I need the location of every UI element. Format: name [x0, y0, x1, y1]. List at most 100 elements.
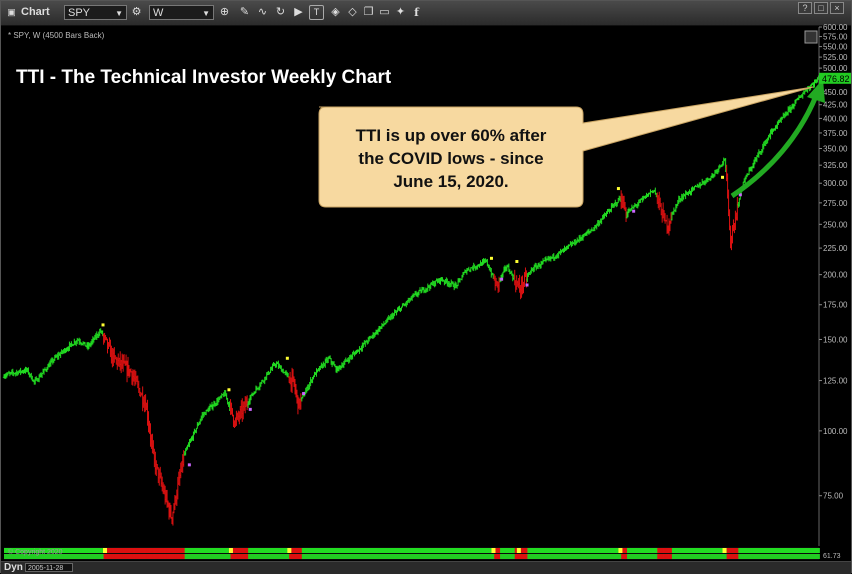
indicator-cell — [448, 554, 450, 559]
indicator-cell — [538, 548, 540, 553]
indicator-cell — [356, 554, 358, 559]
indicator-cell — [326, 548, 328, 553]
twitter-icon[interactable]: ✦ — [395, 6, 406, 18]
indicator-cell — [307, 548, 310, 553]
indicator-cell — [658, 554, 660, 559]
facebook-icon[interactable]: f — [414, 6, 419, 19]
indicator-cell — [179, 554, 182, 559]
indicator-cell — [731, 554, 733, 559]
indicator-cell — [799, 554, 802, 559]
chevron-down-icon[interactable]: ▼ — [202, 9, 210, 18]
indicator-cell — [431, 548, 434, 553]
indicator-cell — [402, 554, 404, 559]
alert-icon[interactable]: ◈ — [331, 6, 340, 18]
price-chart[interactable]: 600.00575.00550.00525.00500.00475.00450.… — [1, 1, 851, 561]
indicator-cell — [157, 548, 159, 553]
indicator-cell — [132, 548, 135, 553]
indicator-cell — [426, 554, 429, 559]
indicator-cell — [625, 548, 627, 553]
indicator-cell — [740, 548, 742, 553]
indicator-cell — [253, 554, 255, 559]
indicator-cell — [120, 548, 122, 553]
indicator-cell — [654, 554, 656, 559]
indicator-cell — [733, 554, 735, 559]
indicator-cell — [814, 548, 816, 553]
indicator-cell — [690, 554, 692, 559]
maximize-icon[interactable] — [804, 30, 818, 44]
indicator-cell — [172, 554, 175, 559]
restore-button[interactable]: □ — [814, 2, 828, 14]
indicator-cell — [497, 554, 499, 559]
indicator-cell — [557, 548, 560, 553]
indicator-cell — [421, 548, 424, 553]
indicator-cell — [742, 548, 744, 553]
buy-signal-mark — [500, 277, 504, 281]
indicator-cell — [507, 548, 510, 553]
indicator-cell — [558, 548, 561, 553]
indicator-cell — [97, 548, 100, 553]
indicator-cell — [548, 554, 551, 559]
indicator-cell — [810, 554, 813, 559]
indicator-cell — [582, 548, 584, 553]
comment-icon[interactable]: ▭ — [379, 6, 390, 18]
help-button[interactable]: ? — [798, 2, 812, 14]
copy-icon[interactable]: ❐ — [363, 6, 374, 18]
indicator-cell — [392, 548, 395, 553]
indicator-cell — [325, 548, 327, 553]
indicator-cell — [686, 554, 689, 559]
line-tool-icon[interactable]: ∿ — [257, 6, 268, 18]
indicator-cell — [443, 554, 445, 559]
indicator-cell — [707, 554, 709, 559]
indicator-cell — [214, 548, 217, 553]
indicator-cell — [645, 548, 648, 553]
indicator-cell — [745, 548, 747, 553]
indicator-cell — [125, 548, 127, 553]
pencil-icon[interactable]: ✎ — [239, 6, 250, 18]
indicator-cell — [775, 554, 777, 559]
indicator-cell — [374, 548, 376, 553]
indicator-cell — [249, 554, 251, 559]
indicator-cell — [364, 554, 366, 559]
indicator-cell — [716, 554, 719, 559]
indicator-cell — [473, 548, 476, 553]
indicator-cell — [320, 548, 322, 553]
indicator-cell — [411, 554, 413, 559]
indicator-cell — [675, 554, 678, 559]
indicator-cell — [484, 548, 486, 553]
eraser-icon[interactable]: ◇ — [348, 6, 357, 18]
indicator-cell — [80, 554, 82, 559]
close-button[interactable]: × — [830, 2, 844, 14]
text-tool-icon[interactable]: T — [309, 5, 324, 20]
crosshair-icon[interactable]: ⊕ — [219, 6, 230, 18]
indicator-cell — [702, 548, 704, 553]
indicator-cell — [751, 548, 753, 553]
indicator-cell — [602, 554, 605, 559]
indicator-cell — [140, 554, 143, 559]
indicator-cell — [65, 554, 67, 559]
price-tag-box — [819, 72, 851, 84]
indicator-cell — [757, 548, 760, 553]
indicator-cell — [526, 554, 528, 559]
indicator-cell — [93, 548, 96, 553]
indicator-cell — [418, 554, 420, 559]
dyn-label[interactable]: Dyn — [4, 562, 23, 573]
indicator-cell — [657, 548, 659, 553]
settings-icon[interactable]: ⚙ — [131, 6, 142, 18]
interval-combo[interactable]: W ▼ — [149, 5, 214, 20]
play-icon[interactable]: ▶ — [294, 6, 303, 18]
indicator-cell — [559, 548, 562, 553]
indicator-cell — [76, 554, 78, 559]
symbol-combo[interactable]: SPY ▼ — [64, 5, 127, 20]
indicator-cell — [638, 548, 641, 553]
indicator-cell — [676, 554, 679, 559]
indicator-cell — [556, 548, 559, 553]
chevron-down-icon[interactable]: ▼ — [115, 9, 123, 18]
indicator-cell — [510, 548, 513, 553]
indicator-cell — [243, 548, 245, 553]
indicator-cell — [628, 548, 631, 553]
indicator-cell — [374, 554, 376, 559]
arrow-circle-icon[interactable]: ↻ — [275, 6, 286, 18]
indicator-cell — [617, 554, 619, 559]
last-price-tag: 476.82 — [819, 72, 851, 84]
indicator-cell — [400, 554, 402, 559]
